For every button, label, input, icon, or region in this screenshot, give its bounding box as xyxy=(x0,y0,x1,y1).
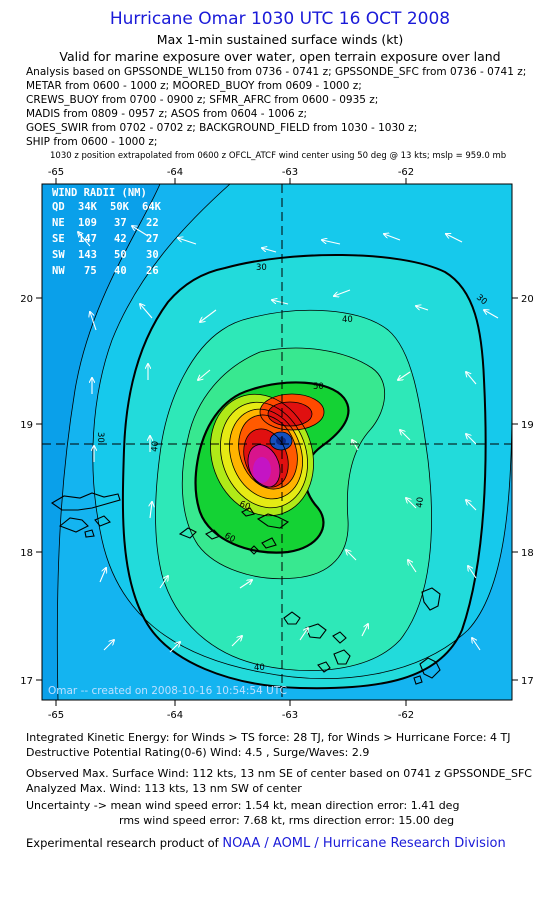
lon-tick-label: -64 xyxy=(167,710,183,721)
wind-radii-cell: 30 xyxy=(146,249,159,261)
wind-radii-cell: SE xyxy=(52,233,65,245)
lon-tick-label: -65 xyxy=(48,167,64,178)
analysis-line: SHIP from 0600 - 1000 z; xyxy=(26,136,158,148)
page-title: Hurricane Omar 1030 UTC 16 OCT 2008 xyxy=(109,9,451,29)
wind-radii-cell: NE xyxy=(52,217,65,229)
lat-tick-label: 18 xyxy=(521,548,534,559)
wind-radii-cell: 109 xyxy=(78,217,97,229)
lat-tick-label: 19 xyxy=(521,420,534,431)
analysis-line: Analysis based on GPSSONDE_WL150 from 07… xyxy=(26,66,527,78)
subtitle-exposure: Valid for marine exposure over water, op… xyxy=(59,49,501,64)
wind-radii-title: WIND RADII (NM) xyxy=(52,187,147,199)
wind-radii-cell: 40 xyxy=(114,265,127,277)
contour-40kt xyxy=(155,309,432,671)
storm-center-crosshair xyxy=(42,184,512,700)
product-credit: Experimental research product of NOAA / … xyxy=(26,836,506,851)
contour-label: 50 xyxy=(313,382,324,392)
lon-tick-label: -65 xyxy=(48,710,64,721)
wind-radii-table: WIND RADII (NM) QD 34K 50K 64K NE 109 37… xyxy=(52,187,162,277)
contour-30kt xyxy=(92,184,512,679)
contour-label: 40 xyxy=(150,441,161,453)
wind-radii-cell: 42 xyxy=(114,233,127,245)
lat-tick-label: 17 xyxy=(521,676,534,687)
analysis-line: GOES_SWIR from 0702 - 0702 z; BACKGROUND… xyxy=(26,122,418,134)
contour-label: 40 xyxy=(342,315,353,325)
lon-tick-label: -62 xyxy=(398,710,414,721)
axis-ticks xyxy=(36,178,518,706)
contour-50kt xyxy=(181,347,386,580)
wind-vectors xyxy=(78,226,499,653)
lat-tick-label: 19 xyxy=(20,420,33,431)
wind-radii-cell: 147 xyxy=(78,233,97,245)
wind-radii-cell: 22 xyxy=(146,217,159,229)
lat-tick-label: 20 xyxy=(521,294,534,305)
wind-radii-header: 50K xyxy=(110,201,130,213)
wind-field: 30 30 30 40 40 40 50 60 60 40 WIND RADII… xyxy=(42,184,512,700)
analysis-line: METAR from 0600 - 1000 z; MOORED_BUOY fr… xyxy=(26,80,362,92)
wind-radii-cell: 143 xyxy=(78,249,97,261)
subtitle-winds: Max 1-min sustained surface winds (kt) xyxy=(156,32,404,47)
wind-radii-cell: 50 xyxy=(114,249,127,261)
dpr-text: Destructive Potential Rating(0-6) Wind: … xyxy=(26,746,370,759)
wind-radii-header: 64K xyxy=(142,201,162,213)
contour-20kt xyxy=(56,184,161,700)
credit-text: Omar -- created on 2008-10-16 10:54:54 U… xyxy=(48,685,287,697)
plot-frame xyxy=(41,183,513,701)
lon-tick-label: -63 xyxy=(282,167,298,178)
contour-label: 60 xyxy=(238,499,252,512)
lat-tick-label: 18 xyxy=(20,548,33,559)
axis-labels: -65 -64 -63 -62 -65 -64 -63 -62 20 19 18… xyxy=(20,167,533,721)
analyzed-max-text: Analyzed Max. Wind: 113 kts, 13 nm SW of… xyxy=(26,782,302,795)
wind-radii-cell: 27 xyxy=(146,233,159,245)
wind-radii-cell: 75 xyxy=(84,265,97,277)
coastlines xyxy=(50,492,441,685)
contour-label: 40 xyxy=(415,497,426,509)
observed-max-text: Observed Max. Surface Wind: 112 kts, 13 … xyxy=(26,767,532,780)
lon-tick-label: -64 xyxy=(167,167,183,178)
wind-radii-cell: SW xyxy=(52,249,65,261)
contour-34kt xyxy=(121,254,487,690)
uncertainty-line2: rms wind speed error: 7.68 kt, rms direc… xyxy=(119,814,455,827)
analysis-line: CREWS_BUOY from 0700 - 0900 z; SFMR_AFRC… xyxy=(26,94,379,106)
analysis-line: MADIS from 0809 - 0957 z; ASOS from 0604… xyxy=(26,108,308,120)
contour-64kt xyxy=(194,381,350,554)
wind-radii-cell: NW xyxy=(52,265,65,277)
ike-text: Integrated Kinetic Energy: for Winds > T… xyxy=(26,731,511,744)
contour-label: 60 xyxy=(223,531,237,545)
lon-tick-label: -62 xyxy=(398,167,414,178)
product-prefix: Experimental research product of xyxy=(26,836,223,850)
contour-label: 30 xyxy=(256,263,267,273)
contour-label: 30 xyxy=(95,432,105,443)
wind-radii-header: 34K xyxy=(78,201,98,213)
wind-radii-cell: 37 xyxy=(114,217,127,229)
uncertainty-line1: Uncertainty -> mean wind speed error: 1.… xyxy=(26,799,460,812)
lat-tick-label: 17 xyxy=(20,676,33,687)
hrd-link[interactable]: NOAA / AOML / Hurricane Research Divisio… xyxy=(222,836,506,851)
wind-radii-cell: 26 xyxy=(146,265,159,277)
hurricane-core xyxy=(210,393,325,517)
contour-label: 40 xyxy=(254,663,265,673)
position-note: 1030 z position extrapolated from 0600 z… xyxy=(50,151,507,161)
lon-tick-label: -63 xyxy=(282,710,298,721)
wind-radii-header: QD xyxy=(52,201,65,213)
lat-tick-label: 20 xyxy=(20,294,33,305)
